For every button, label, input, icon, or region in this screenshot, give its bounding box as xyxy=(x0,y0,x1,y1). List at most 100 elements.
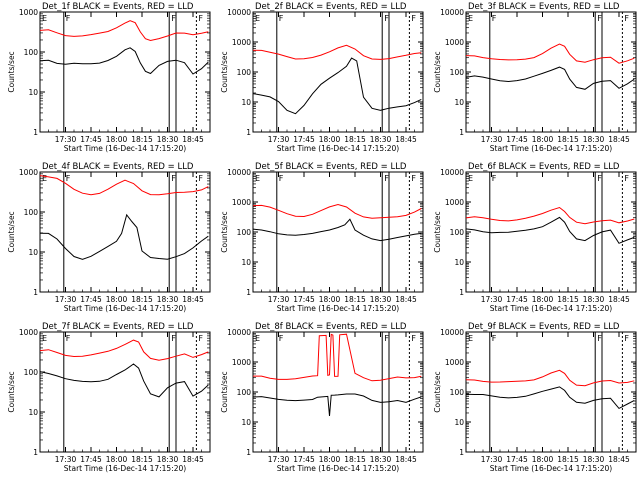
series-lld-line xyxy=(465,206,635,225)
x-tick-label: 18:15 xyxy=(344,455,366,464)
panel-4: Det_4f BLACK = Events, RED = LLD 1 10 100 10… xyxy=(7,162,211,313)
x-tick-label: 18:15 xyxy=(557,295,579,304)
event-marker-label: F xyxy=(384,14,389,23)
x-tick-label: 18:30 xyxy=(370,455,392,464)
x-tick-label: 18:45 xyxy=(182,135,204,144)
x-tick-label: 18:30 xyxy=(583,295,605,304)
x-tick-label: 18:15 xyxy=(344,135,366,144)
y-tick-label: 10 xyxy=(454,418,464,427)
y-tick-label: 1000 xyxy=(445,358,464,367)
y-tick-label: 100 xyxy=(237,68,252,77)
x-tick-label: 18:00 xyxy=(319,135,341,144)
x-tick-label: 18:00 xyxy=(319,455,341,464)
y-tick-label: 1000 xyxy=(19,168,38,177)
event-marker-label: F xyxy=(171,14,176,23)
series-events-line xyxy=(465,216,635,244)
event-marker-label: F xyxy=(411,174,416,183)
x-tick-label: 18:30 xyxy=(157,455,179,464)
x-tick-label: 17:45 xyxy=(293,455,315,464)
x-tick-label: 18:45 xyxy=(608,455,630,464)
x-tick-label: 18:45 xyxy=(608,135,630,144)
y-tick-label: 10000 xyxy=(440,168,464,177)
panel-7: Det_7f BLACK = Events, RED = LLD 1 10 100 10… xyxy=(7,322,211,473)
event-marker-label: F xyxy=(66,174,71,183)
series-lld-line xyxy=(39,20,209,42)
y-tick-label: 10 xyxy=(28,248,38,257)
panel-9: Det_9f BLACK = Events, RED = LLD 1 10 100 10… xyxy=(433,322,637,473)
y-tick-label: 1000 xyxy=(445,38,464,47)
x-tick-label: 17:45 xyxy=(506,455,528,464)
plot-frame xyxy=(252,171,424,293)
y-tick-label: 10000 xyxy=(440,8,464,17)
x-tick-label: 18:30 xyxy=(370,295,392,304)
event-marker-label: F xyxy=(492,14,497,23)
y-tick-label: 1 xyxy=(246,288,251,297)
event-marker-label: F xyxy=(198,14,203,23)
x-tick-label: 17:45 xyxy=(506,295,528,304)
x-tick-label: 18:45 xyxy=(395,135,417,144)
x-tick-label: 18:30 xyxy=(583,455,605,464)
event-marker-label: E xyxy=(42,174,47,183)
y-tick-label: 1000 xyxy=(445,198,464,207)
x-tick-label: 18:15 xyxy=(557,455,579,464)
series-lld-line xyxy=(252,44,422,60)
event-marker-label: F xyxy=(411,14,416,23)
series-events-line xyxy=(39,363,209,398)
x-tick-label: 18:15 xyxy=(557,135,579,144)
y-tick-label: 10000 xyxy=(227,8,251,17)
event-marker-label: F xyxy=(171,174,176,183)
x-tick-label: 18:45 xyxy=(395,455,417,464)
event-marker-label: E xyxy=(255,174,260,183)
series-events-line xyxy=(39,213,209,260)
event-marker-label: F xyxy=(624,334,629,343)
panel-title: Det_4f BLACK = Events, RED = LLD xyxy=(42,162,194,172)
event-marker-label: E xyxy=(468,14,473,23)
event-marker-label: F xyxy=(492,174,497,183)
panel-title: Det_9f BLACK = Events, RED = LLD xyxy=(468,322,620,332)
event-marker-label: F xyxy=(597,334,602,343)
series-lld-line xyxy=(252,203,422,219)
x-tick-label: 18:00 xyxy=(319,295,341,304)
y-tick-label: 100 xyxy=(24,208,39,217)
plot-frame xyxy=(39,331,211,453)
x-tick-label: 17:45 xyxy=(506,135,528,144)
x-axis-label: Start Time (16-Dec-14 17:15:20) xyxy=(490,304,612,313)
event-marker-label: F xyxy=(411,334,416,343)
y-axis-label: Counts/sec xyxy=(7,51,16,92)
series-events-line xyxy=(465,66,635,90)
x-axis-label: Start Time (16-Dec-14 17:15:20) xyxy=(490,464,612,473)
event-marker-label: E xyxy=(42,14,47,23)
x-axis-label: Start Time (16-Dec-14 17:15:20) xyxy=(277,144,399,153)
panel-title: Det_8f BLACK = Events, RED = LLD xyxy=(255,322,407,332)
event-marker-label: E xyxy=(468,174,473,183)
y-tick-label: 1 xyxy=(33,128,38,137)
x-tick-label: 18:45 xyxy=(608,295,630,304)
x-tick-label: 17:45 xyxy=(293,295,315,304)
x-tick-label: 17:30 xyxy=(55,455,77,464)
y-tick-label: 100 xyxy=(24,48,39,57)
x-tick-label: 18:00 xyxy=(532,295,554,304)
event-marker-label: F xyxy=(492,334,497,343)
y-tick-label: 1 xyxy=(33,288,38,297)
series-lld-line xyxy=(253,333,422,382)
series-events-line xyxy=(39,47,209,75)
panel-title: Det_2f BLACK = Events, RED = LLD xyxy=(255,2,407,12)
series-events-line xyxy=(465,386,635,410)
y-tick-label: 10 xyxy=(241,98,251,107)
x-tick-label: 18:00 xyxy=(106,455,128,464)
x-axis-label: Start Time (16-Dec-14 17:15:20) xyxy=(64,464,186,473)
y-tick-label: 1 xyxy=(459,128,464,137)
x-axis-label: Start Time (16-Dec-14 17:15:20) xyxy=(490,144,612,153)
y-tick-label: 10 xyxy=(241,258,251,267)
x-tick-label: 18:00 xyxy=(106,135,128,144)
event-marker-label: F xyxy=(279,174,284,183)
plot-frame xyxy=(465,331,637,453)
y-tick-label: 10 xyxy=(454,98,464,107)
x-axis-label: Start Time (16-Dec-14 17:15:20) xyxy=(64,144,186,153)
x-tick-label: 18:30 xyxy=(370,135,392,144)
x-tick-label: 18:30 xyxy=(583,135,605,144)
x-axis-label: Start Time (16-Dec-14 17:15:20) xyxy=(277,464,399,473)
x-tick-label: 18:15 xyxy=(131,455,153,464)
event-marker-label: F xyxy=(384,174,389,183)
series-lld-line xyxy=(465,369,635,387)
